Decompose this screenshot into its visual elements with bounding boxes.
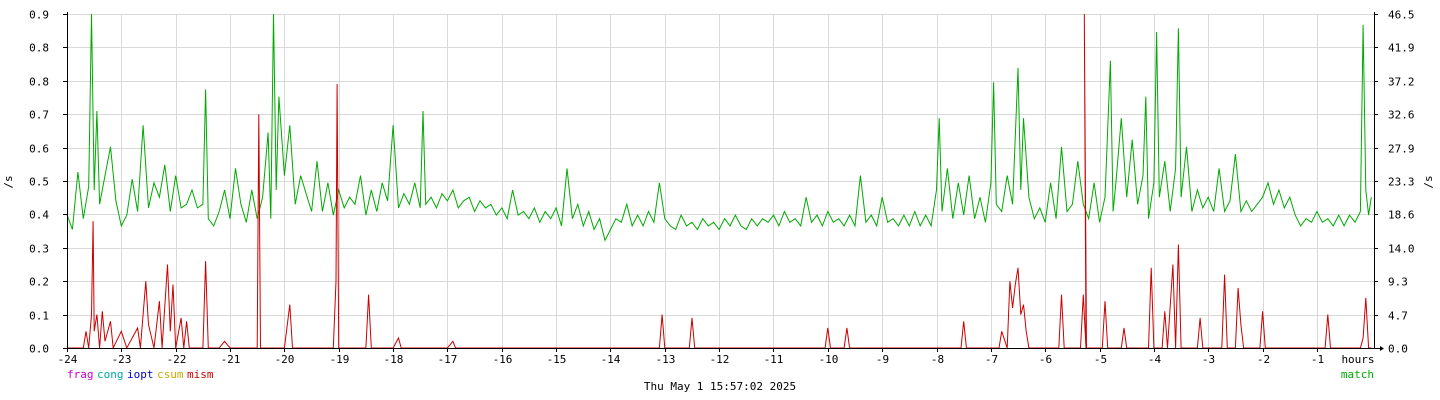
left-axis-label: /s xyxy=(2,175,15,188)
x-tick-label: -20 xyxy=(275,353,295,366)
x-tick-label: -19 xyxy=(330,353,350,366)
y-right-tick-label: 9.3 xyxy=(1388,276,1408,289)
x-tick-label: -6 xyxy=(1039,353,1052,366)
x-tick-label: -10 xyxy=(819,353,839,366)
legend-cong: cong xyxy=(97,368,124,381)
y-left-tick-label: 0.3 xyxy=(29,243,49,256)
legend-csum: csum xyxy=(157,368,184,381)
y-left-tick-label: 0.0 xyxy=(29,343,49,356)
x-axis-arrow xyxy=(1380,346,1384,351)
legend-match: match xyxy=(1341,368,1374,381)
y-left-tick-label: 0.7 xyxy=(29,109,49,122)
y-left-tick-label: 0.5 xyxy=(29,176,49,189)
y-left-tick-label: 0.8 xyxy=(29,42,49,55)
x-tick-label: -2 xyxy=(1257,353,1270,366)
x-tick-label: -5 xyxy=(1094,353,1107,366)
x-tick-label: -3 xyxy=(1202,353,1215,366)
y-right-tick-label: 14.0 xyxy=(1388,243,1415,256)
x-tick-label: -1 xyxy=(1311,353,1324,366)
y-right-tick-label: 27.9 xyxy=(1388,143,1415,156)
x-tick-label: -15 xyxy=(547,353,567,366)
x-unit-label: hours xyxy=(1341,353,1374,366)
timestamp: Thu May 1 15:57:02 2025 xyxy=(644,380,796,393)
y-left-tick-label: 0.1 xyxy=(29,310,49,323)
y-right-tick-label: 0.0 xyxy=(1388,343,1408,356)
right-axis-label: /s xyxy=(1422,175,1435,188)
x-tick-label: -16 xyxy=(493,353,513,366)
x-tick-label: -18 xyxy=(384,353,404,366)
y-right-tick-label: 41.9 xyxy=(1388,42,1415,55)
y-left-tick-label: 0.4 xyxy=(29,209,49,222)
x-tick-label: -4 xyxy=(1148,353,1162,366)
x-tick-label: -22 xyxy=(167,353,187,366)
y-right-tick-label: 32.6 xyxy=(1388,109,1415,122)
x-tick-label: -17 xyxy=(438,353,458,366)
legend-iopt: iopt xyxy=(127,368,154,381)
y-right-tick-label: 23.3 xyxy=(1388,176,1415,189)
axes: -24 -23 -22 -21 -20 -19 -18 -17 -16 -15 -14 -13 -12 -… xyxy=(29,9,1414,367)
legend-frag: frag xyxy=(67,368,94,381)
y-right-tick-label: 37.2 xyxy=(1388,76,1415,89)
x-tick-label: -12 xyxy=(710,353,730,366)
x-tick-label: -23 xyxy=(112,353,132,366)
legend-left: frag cong iopt csum mism xyxy=(67,368,214,381)
x-tick-label: -8 xyxy=(931,353,944,366)
y-left-tick-label: 0.2 xyxy=(29,276,49,289)
x-tick-label: -11 xyxy=(764,353,784,366)
x-tick-label: -14 xyxy=(601,353,621,366)
x-tick-label: -13 xyxy=(656,353,676,366)
y-right-tick-label: 4.7 xyxy=(1388,310,1408,323)
legend-mism: mism xyxy=(187,368,214,381)
y-left-tick-label: 0.6 xyxy=(29,143,49,156)
x-tick-label: -21 xyxy=(221,353,241,366)
x-tick-label: -9 xyxy=(876,353,889,366)
series-line-match xyxy=(66,13,1372,242)
y-right-tick-label: 18.6 xyxy=(1388,209,1415,222)
y-left-tick-label: 0.9 xyxy=(29,9,49,22)
x-tick-label: -24 xyxy=(58,353,78,366)
y-right-tick-label: 46.5 xyxy=(1388,9,1415,22)
y-left-tick-label: 0.8 xyxy=(29,76,49,89)
x-tick-label: -7 xyxy=(985,353,998,366)
